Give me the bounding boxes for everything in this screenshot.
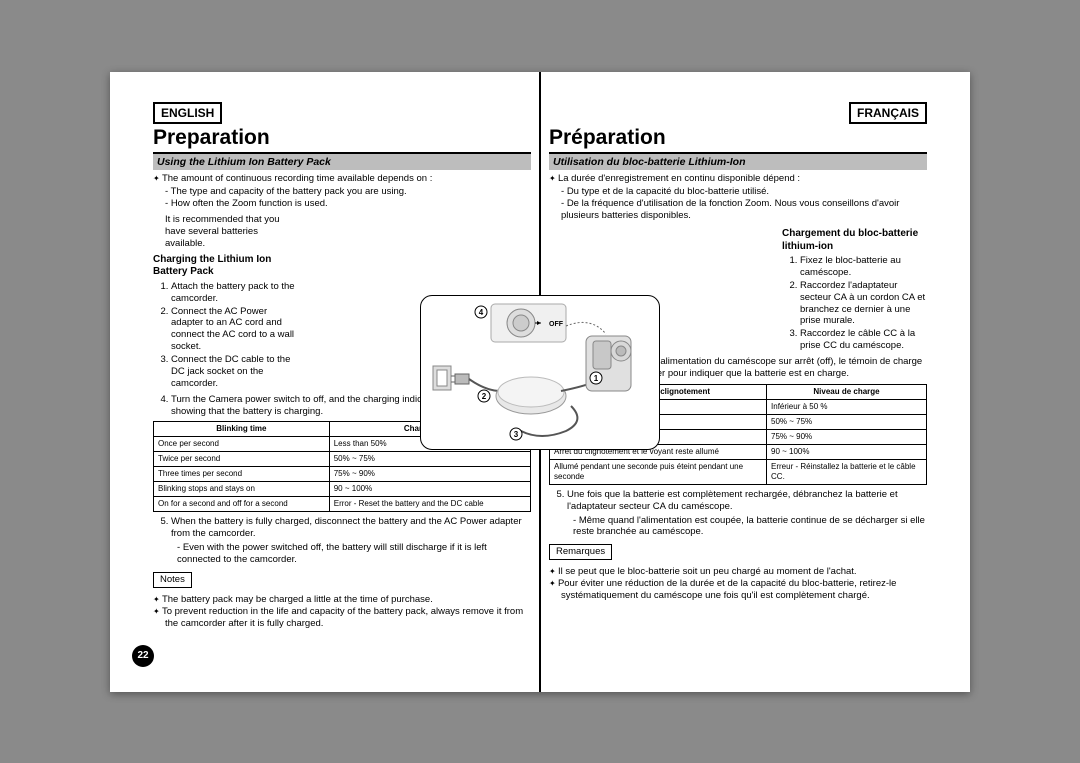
intro-item-en-1: How often the Zoom function is used. — [165, 198, 531, 210]
intro-item-fr-0: Du type et de la capacité du bloc-batter… — [561, 186, 927, 198]
cell: Allumé pendant une seconde puis éteint p… — [550, 459, 767, 484]
step-fr-3: Raccordez le câble CC à la prise CC du c… — [800, 328, 927, 352]
svg-text:3: 3 — [514, 430, 519, 439]
step-fr-2: Raccordez l'adaptateur secteur CA à un c… — [800, 280, 927, 328]
cell: Once per second — [154, 437, 330, 452]
cell: Twice per second — [154, 452, 330, 467]
step5-sub-en: Even with the power switched off, the ba… — [177, 542, 531, 566]
step-en-5: When the battery is fully charged, disco… — [171, 516, 531, 540]
th-fr-2: Niveau de charge — [767, 384, 927, 399]
step5-sub-fr: Même quand l'alimentation est coupée, la… — [573, 515, 927, 539]
cell: On for a second and off for a second — [154, 497, 330, 512]
sub-en: Charging the Lithium Ion Battery Pack — [153, 254, 298, 279]
svg-text:4: 4 — [479, 308, 484, 317]
cell: 50% ~ 75% — [767, 414, 927, 429]
svg-text:OFF: OFF — [549, 321, 564, 328]
cell: Error - Reset the battery and the DC cab… — [329, 497, 530, 512]
step-fr-1: Fixez le bloc-batterie au caméscope. — [800, 255, 927, 279]
step-en-2: Connect the AC Power adapter to an AC co… — [171, 306, 298, 354]
section-fr: Utilisation du bloc-batterie Lithium-Ion — [549, 154, 927, 170]
note-fr-0: Il se peut que le bloc-batterie soit un … — [549, 566, 927, 578]
step-en-3: Connect the DC cable to the DC jack sock… — [171, 354, 298, 390]
title-en: Preparation — [153, 126, 531, 154]
cell: 90 ~ 100% — [329, 482, 530, 497]
notes-label-en: Notes — [153, 572, 192, 588]
cell: 75% ~ 90% — [329, 467, 530, 482]
step-fr-5: Une fois que la batterie est complètemen… — [567, 489, 927, 513]
note-en-1: To prevent reduction in the life and cap… — [153, 606, 531, 630]
intro-item-fr-1: De la fréquence d'utilisation de la fonc… — [561, 198, 927, 222]
lang-french: FRANÇAIS — [849, 102, 927, 124]
title-fr: Préparation — [549, 126, 927, 154]
manual-page: 2 3 1 OFF 4 — [110, 72, 970, 692]
cell: 50% ~ 75% — [329, 452, 530, 467]
cell: 90 ~ 100% — [767, 444, 927, 459]
intro-en: The amount of continuous recording time … — [153, 173, 531, 185]
lang-english: ENGLISH — [153, 102, 222, 124]
note-en-0: The battery pack may be charged a little… — [153, 594, 531, 606]
notes-label-fr: Remarques — [549, 544, 612, 560]
intro-item-en-0: The type and capacity of the battery pac… — [165, 186, 531, 198]
page-number: 22 — [132, 645, 154, 667]
svg-text:1: 1 — [594, 374, 599, 383]
intro-fr: La durée d'enregistrement en continu dis… — [549, 173, 927, 185]
cell: Inférieur à 50 % — [767, 399, 927, 414]
cell: 75% ~ 90% — [767, 429, 927, 444]
section-en: Using the Lithium Ion Battery Pack — [153, 154, 531, 170]
intro-tail-en: It is recommended that you have several … — [153, 214, 298, 250]
cell: Erreur - Réinstallez la batterie et le c… — [767, 459, 927, 484]
svg-text:2: 2 — [482, 392, 487, 401]
charging-diagram: 2 3 1 OFF 4 — [420, 295, 660, 450]
cell: Three times per second — [154, 467, 330, 482]
sub-fr: Chargement du bloc-batterie lithium-ion — [782, 228, 927, 253]
cell: Blinking stops and stays on — [154, 482, 330, 497]
th-en-1: Blinking time — [154, 422, 330, 437]
step-en-1: Attach the battery pack to the camcorder… — [171, 281, 298, 305]
note-fr-1: Pour éviter une réduction de la durée et… — [549, 578, 927, 602]
